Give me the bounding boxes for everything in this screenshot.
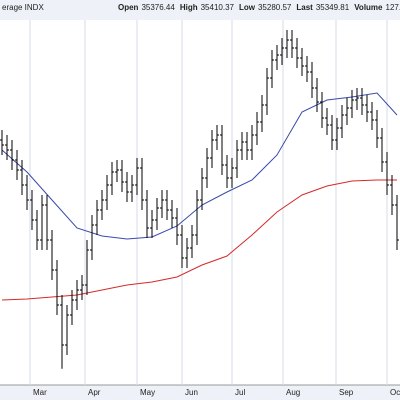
quote-value: 127.9 (386, 3, 400, 12)
quote-value: 35376.44 (141, 3, 175, 12)
quote-value: 35410.37 (201, 3, 235, 12)
x-tick-label: Jul (235, 388, 245, 397)
quote-label: Low (239, 3, 256, 12)
quote-value: 35280.57 (258, 3, 292, 12)
quote-header: Open 35376.44 High 35410.37 Low 35280.57 Last 3… (118, 3, 400, 12)
moving-average-line (1, 179, 397, 301)
quote-label: Open (118, 3, 139, 12)
quote-value: 35349.81 (316, 3, 350, 12)
quote-label: Last (296, 3, 313, 12)
plot-area (0, 20, 400, 385)
x-tick-label: Sep (339, 388, 354, 397)
x-tick-label: Oct (390, 388, 400, 397)
x-tick-label: Jun (185, 388, 198, 397)
chart-title: erage INDX (2, 3, 44, 12)
quote-label: High (180, 3, 198, 12)
quote-label: Volume (354, 3, 383, 12)
x-tick-label: May (140, 388, 155, 397)
x-tick-label: Apr (88, 388, 101, 397)
x-tick-label: Aug (286, 388, 300, 397)
x-tick-label: Mar (33, 388, 47, 397)
